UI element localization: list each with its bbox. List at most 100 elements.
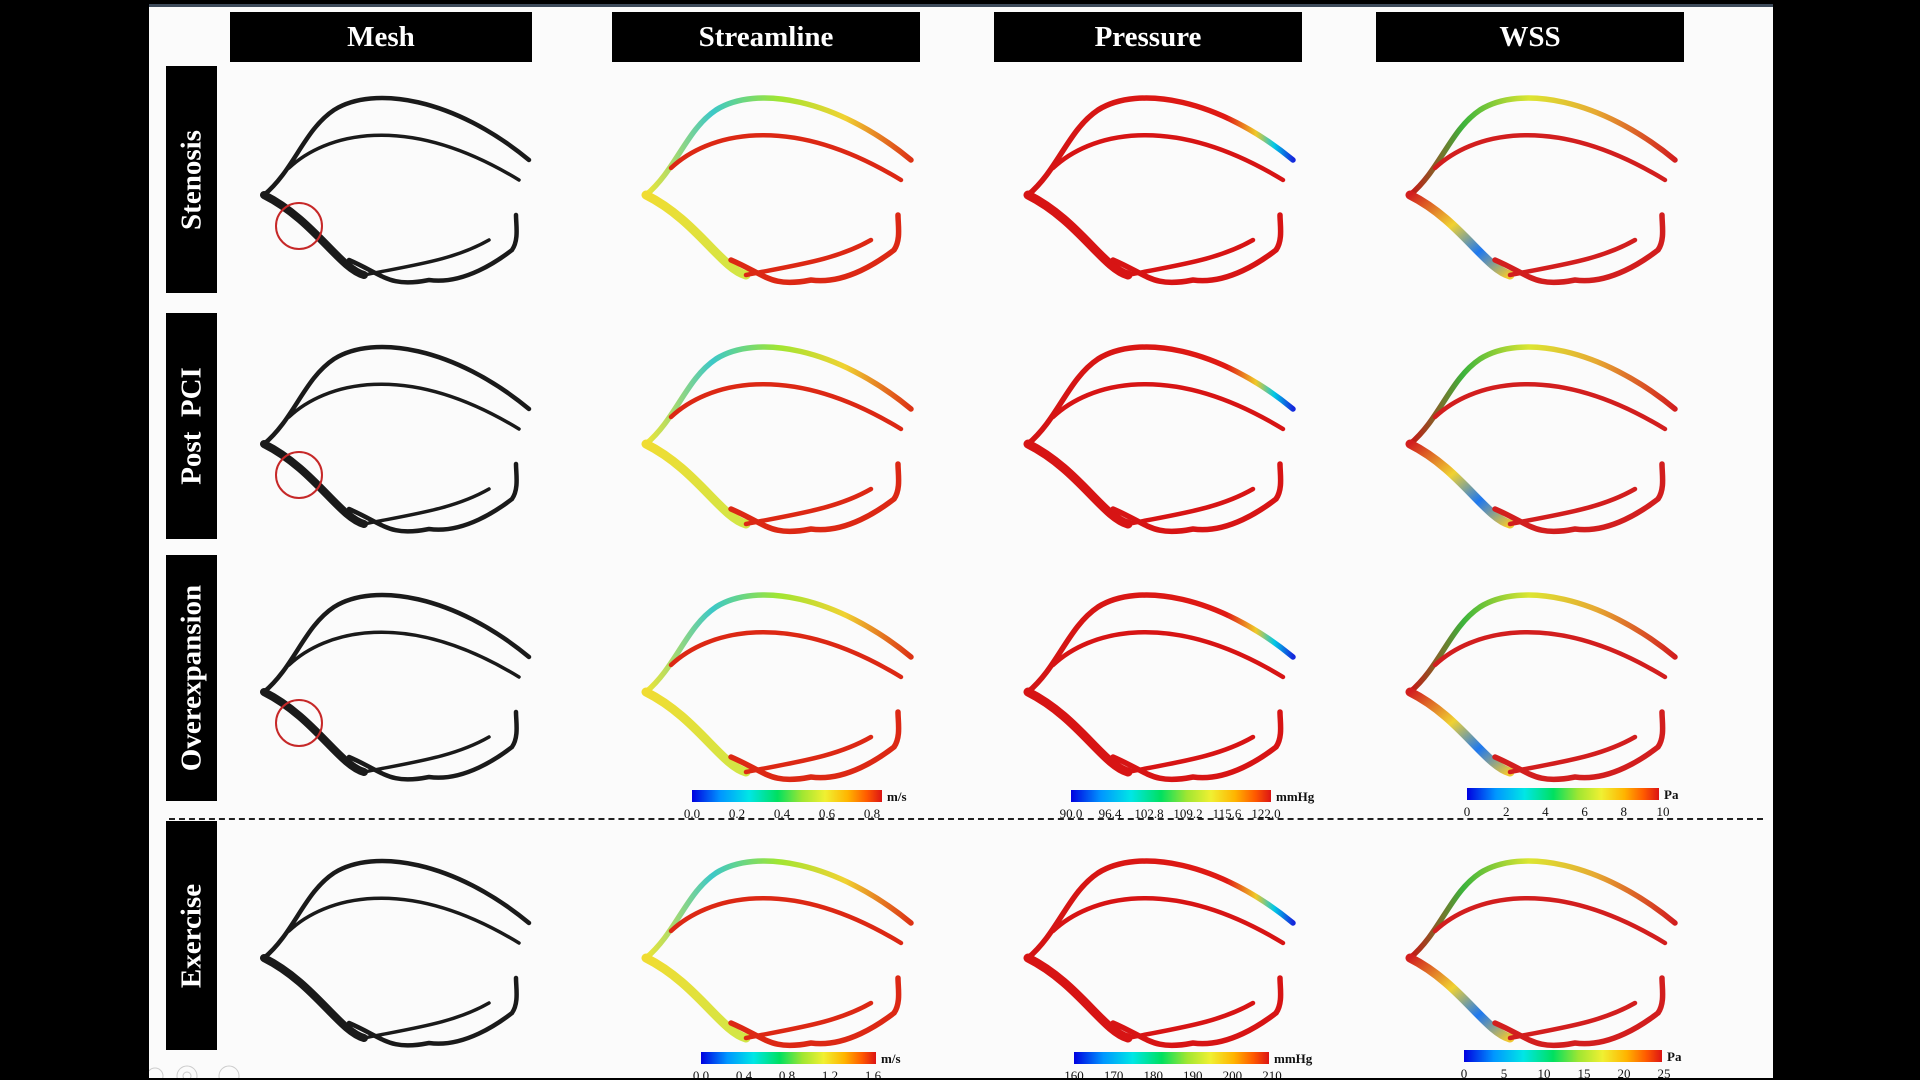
vessel-diagonal [668, 132, 904, 183]
vessel-obtuse-marginal [743, 237, 874, 278]
vessel-obtuse-marginal [362, 1001, 491, 1040]
colorbar-tick-label: 20 [1618, 1066, 1631, 1078]
vessel-diagonal [1432, 629, 1668, 680]
colorbar-tick-label: 25 [1658, 1066, 1671, 1078]
column-header-streamline: Streamline [612, 12, 920, 62]
colorbar-exercise-velocity: m/s 0.0 0.4 0.8 1.2 1.6 [693, 1051, 901, 1078]
vessel-lad [1025, 858, 1296, 961]
vessel-lcx-distal [728, 709, 902, 783]
vessel-lcx-distal [728, 212, 902, 286]
panel-stenosis-mesh [260, 95, 532, 285]
vessel-lcx-distal [728, 975, 902, 1049]
vessel-diagonal [1050, 895, 1286, 946]
vessel-lcx-proximal [260, 954, 368, 1042]
stenosis-marker-circle [275, 451, 323, 499]
colorbar-tick-label: 0.0 [693, 1068, 709, 1078]
vessel-lcx-proximal [260, 688, 368, 776]
colorbar-tick-label: 210 [1262, 1068, 1282, 1078]
vessel-lcx-distal [1492, 461, 1666, 535]
vessel-lad [643, 858, 914, 961]
vessel-diagonal [1432, 381, 1668, 432]
vessel-diagonal [287, 896, 521, 945]
vessel-diagonal [1432, 895, 1668, 946]
vessel-lcx-proximal [1405, 190, 1515, 280]
colorbar-rest-velocity: m/s 0.0 0.2 0.4 0.6 0.8 [684, 789, 907, 821]
panel-exercise-wss [1405, 858, 1678, 1049]
vessel-diagonal [1050, 132, 1286, 183]
vessel-lad [1407, 592, 1678, 695]
vessel-lad [643, 95, 914, 198]
stenosis-marker-circle [275, 202, 323, 250]
vessel-diagonal [1432, 132, 1668, 183]
panel-stenosis-streamline [641, 95, 914, 286]
colorbar-tick-label: 0.6 [819, 806, 836, 821]
panel-exercise-mesh [260, 858, 532, 1048]
colorbar-gradient [1464, 1050, 1662, 1062]
vessel-lcx-proximal [1405, 953, 1515, 1043]
vessel-obtuse-marginal [1125, 237, 1256, 278]
colorbar-unit: m/s [881, 1051, 901, 1066]
vessel-lcx-proximal [641, 687, 751, 777]
colorbar-unit: Pa [1664, 787, 1679, 802]
vessel-lad [643, 592, 914, 695]
panel-overexpansion-mesh [260, 592, 532, 782]
colorbar-tick-label: 0.4 [774, 806, 791, 821]
colorbar-tick-label: 90.0 [1060, 806, 1083, 821]
vessel-obtuse-marginal [743, 734, 874, 775]
colorbar-tick-label: 2 [1503, 804, 1510, 819]
vessel-lcx-distal [1492, 975, 1666, 1049]
colorbar-tick-label: 170 [1104, 1068, 1124, 1078]
vessel-lcx-distal [346, 212, 519, 285]
vessel-lcx-distal [728, 461, 902, 535]
colorbar-exercise-pressure: mmHg 160 170 180 190 200 210 [1064, 1051, 1313, 1078]
panel-overexpansion-streamline [641, 592, 914, 783]
colorbar-tick-label: 96.4 [1099, 806, 1122, 821]
vessel-lcx-distal [1110, 709, 1284, 783]
colorbar-rest-wss: Pa 0 2 4 6 8 10 [1464, 787, 1679, 819]
column-header-wss: WSS [1376, 12, 1684, 62]
vessel-lcx-distal [346, 709, 519, 782]
vessel-diagonal [287, 630, 521, 679]
colorbar-tick-label: 109.2 [1173, 806, 1202, 821]
colorbar-gradient [692, 790, 882, 802]
colorbar-tick-label: 160 [1064, 1068, 1084, 1078]
colorbar-tick-label: 0.0 [684, 806, 700, 821]
panel-post-pci-streamline [641, 344, 914, 535]
vessel-obtuse-marginal [362, 735, 491, 774]
column-header-pressure: Pressure [994, 12, 1302, 62]
condition-divider [169, 818, 1763, 820]
vessel-diagonal [1050, 381, 1286, 432]
vessel-lcx-proximal [1023, 439, 1133, 529]
vessel-lad [261, 95, 532, 198]
vessel-lad [1407, 858, 1678, 961]
panel-post-pci-pressure [1023, 344, 1296, 535]
slide-nav-icons[interactable] [149, 1056, 289, 1078]
colorbar-tick-label: 0.8 [864, 806, 880, 821]
vessel-lcx-proximal [1405, 439, 1515, 529]
colorbar-tick-label: 115.6 [1213, 806, 1242, 821]
colorbar-tick-label: 0 [1464, 804, 1471, 819]
colorbar-tick-label: 15 [1578, 1066, 1591, 1078]
vessel-lad [261, 344, 532, 447]
colorbar-tick-label: 6 [1581, 804, 1588, 819]
colorbar-tick-label: 1.2 [822, 1068, 838, 1078]
vessel-lcx-proximal [641, 190, 751, 280]
vessel-lcx-distal [346, 461, 519, 534]
vessel-diagonal [668, 381, 904, 432]
vessel-obtuse-marginal [1507, 1000, 1638, 1041]
vessel-lcx-distal [1492, 212, 1666, 286]
colorbar-tick-label: 190 [1183, 1068, 1203, 1078]
row-header-exercise: Exercise [166, 821, 217, 1050]
colorbar-gradient [701, 1052, 876, 1064]
colorbar-unit: Pa [1667, 1049, 1682, 1064]
vessel-lcx-proximal [260, 440, 368, 528]
vessel-lcx-proximal [260, 191, 368, 279]
vessel-diagonal [287, 133, 521, 182]
panel-stenosis-pressure [1023, 95, 1296, 286]
colorbar-tick-label: 8 [1621, 804, 1628, 819]
vessel-obtuse-marginal [1507, 734, 1638, 775]
colorbar-tick-label: 4 [1542, 804, 1549, 819]
colorbar-tick-label: 5 [1501, 1066, 1508, 1078]
row-header-stenosis: Stenosis [166, 66, 217, 293]
vessel-lcx-proximal [641, 439, 751, 529]
